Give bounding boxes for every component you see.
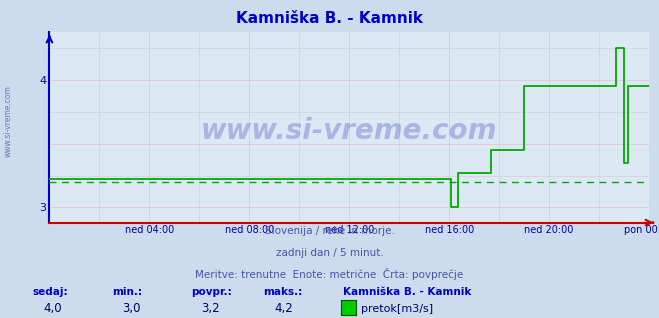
Text: sedaj:: sedaj: xyxy=(33,287,69,297)
Text: Slovenija / reke in morje.: Slovenija / reke in morje. xyxy=(264,226,395,236)
Text: www.si-vreme.com: www.si-vreme.com xyxy=(4,85,13,157)
Text: pretok[m3/s]: pretok[m3/s] xyxy=(361,304,433,314)
Text: maks.:: maks.: xyxy=(264,287,303,297)
Text: zadnji dan / 5 minut.: zadnji dan / 5 minut. xyxy=(275,248,384,258)
Text: 3,0: 3,0 xyxy=(123,302,141,315)
Text: Kamniška B. - Kamnik: Kamniška B. - Kamnik xyxy=(236,11,423,26)
Text: 3,2: 3,2 xyxy=(202,302,220,315)
Text: Kamniška B. - Kamnik: Kamniška B. - Kamnik xyxy=(343,287,471,297)
Text: Meritve: trenutne  Enote: metrične  Črta: povprečje: Meritve: trenutne Enote: metrične Črta: … xyxy=(195,268,464,280)
Text: povpr.:: povpr.: xyxy=(191,287,232,297)
Text: www.si-vreme.com: www.si-vreme.com xyxy=(201,117,498,145)
Text: 4,0: 4,0 xyxy=(43,302,62,315)
Text: min.:: min.: xyxy=(112,287,142,297)
Text: 4,2: 4,2 xyxy=(274,302,293,315)
